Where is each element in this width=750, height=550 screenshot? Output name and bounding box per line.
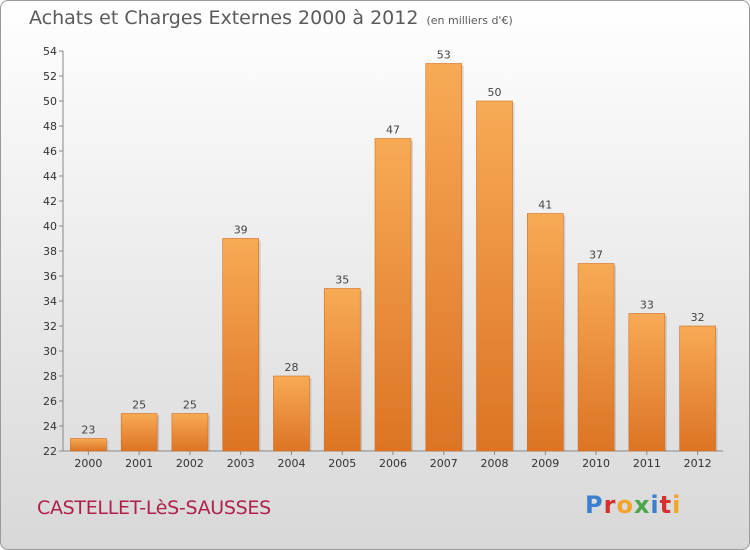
data-label: 32 bbox=[691, 311, 705, 324]
x-tick-label: 2005 bbox=[328, 457, 356, 470]
y-tick-label: 54 bbox=[43, 45, 57, 58]
y-tick-label: 34 bbox=[43, 295, 57, 308]
x-tick-label: 2007 bbox=[430, 457, 458, 470]
bar bbox=[323, 288, 361, 452]
data-label: 47 bbox=[386, 124, 400, 137]
brand-letter: o bbox=[616, 491, 634, 519]
y-tick-label: 26 bbox=[43, 395, 57, 408]
x-tick-label: 2001 bbox=[125, 457, 153, 470]
x-tick-label: 2000 bbox=[74, 457, 102, 470]
data-label: 50 bbox=[488, 86, 502, 99]
bar bbox=[273, 375, 310, 452]
bar bbox=[628, 313, 666, 452]
data-label: 23 bbox=[81, 424, 95, 437]
brand-letter: r bbox=[603, 491, 617, 519]
bar bbox=[577, 263, 615, 452]
x-tick-label: 2010 bbox=[582, 457, 610, 470]
data-label: 35 bbox=[335, 274, 349, 287]
data-label: 53 bbox=[437, 49, 451, 62]
brand-logo: Proxiti bbox=[585, 491, 681, 519]
bar bbox=[120, 413, 158, 452]
data-label: 28 bbox=[284, 361, 298, 374]
data-label: 25 bbox=[183, 399, 197, 412]
brand-letter: x bbox=[633, 491, 651, 519]
x-tick-label: 2002 bbox=[176, 457, 204, 470]
chart-title-text: Achats et Charges Externes 2000 à 2012 bbox=[29, 7, 419, 29]
place-name: CASTELLET-LèS-SAUSSES bbox=[37, 497, 271, 519]
y-tick-label: 30 bbox=[43, 345, 57, 358]
y-tick-label: 44 bbox=[43, 170, 57, 183]
data-label: 33 bbox=[640, 299, 654, 312]
y-tick-label: 50 bbox=[43, 95, 57, 108]
bar bbox=[171, 413, 209, 452]
x-tick-label: 2009 bbox=[531, 457, 559, 470]
y-tick-label: 40 bbox=[43, 220, 57, 233]
data-label: 41 bbox=[538, 199, 552, 212]
y-tick-label: 42 bbox=[43, 195, 57, 208]
data-label: 37 bbox=[589, 249, 603, 262]
x-tick-label: 2012 bbox=[684, 457, 712, 470]
y-tick-label: 32 bbox=[43, 320, 57, 333]
y-tick-label: 46 bbox=[43, 145, 57, 158]
chart-unit: (en milliers d'€) bbox=[426, 14, 513, 27]
data-label: 39 bbox=[234, 224, 248, 237]
y-tick-label: 48 bbox=[43, 120, 57, 133]
x-tick-label: 2004 bbox=[277, 457, 305, 470]
bar bbox=[476, 100, 513, 452]
x-tick-label: 2008 bbox=[481, 457, 509, 470]
brand-letter: i bbox=[672, 491, 682, 519]
bar bbox=[222, 238, 259, 452]
bar bbox=[374, 138, 412, 452]
y-tick-label: 28 bbox=[43, 370, 57, 383]
chart-title: Achats et Charges Externes 2000 à 2012 (e… bbox=[29, 7, 513, 29]
y-tick-label: 36 bbox=[43, 270, 57, 283]
bar bbox=[70, 438, 107, 452]
bars: 23 25 25 39 28 35 47 53 50 41 37 33 32 bbox=[70, 49, 718, 452]
y-tick-label: 22 bbox=[43, 445, 57, 458]
bar bbox=[425, 63, 463, 452]
x-tick-label: 2003 bbox=[227, 457, 255, 470]
brand-letter: P bbox=[585, 491, 604, 519]
y-tick-label: 24 bbox=[43, 420, 57, 433]
y-tick-label: 52 bbox=[43, 70, 57, 83]
y-tick-label: 38 bbox=[43, 245, 57, 258]
x-tick-label: 2006 bbox=[379, 457, 407, 470]
bar bbox=[527, 213, 564, 452]
data-label: 25 bbox=[132, 399, 146, 412]
bar bbox=[679, 325, 716, 452]
brand-letter: t bbox=[659, 491, 673, 519]
brand-letter: i bbox=[650, 491, 660, 519]
x-tick-label: 2011 bbox=[633, 457, 661, 470]
